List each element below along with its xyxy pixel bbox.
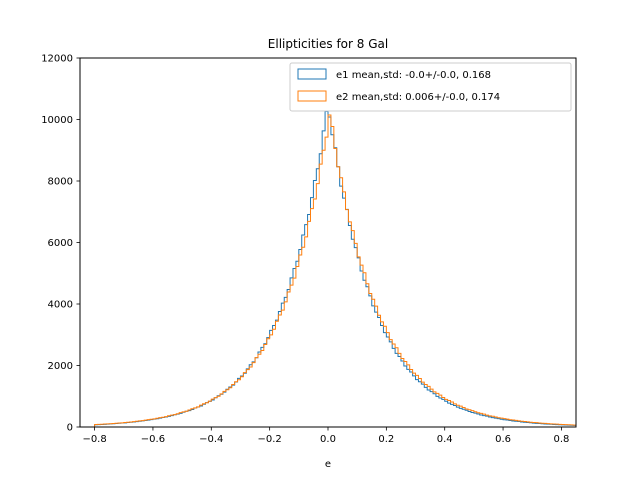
x-axis-ticks: −0.8 −0.6 −0.4 −0.2 0.0 0.2 0.4 0.6 0.8 [82, 427, 569, 445]
series-layer [94, 110, 577, 427]
x-tick-label: −0.2 [257, 434, 281, 445]
x-tick-label: 0.6 [495, 434, 511, 445]
x-tick-label: 0.8 [553, 434, 569, 445]
legend-swatch-e1 [297, 68, 327, 80]
y-axis-ticks: 0 2000 4000 6000 8000 10000 12000 [41, 54, 80, 434]
y-tick-label: 10000 [41, 115, 73, 126]
y-tick-label: 6000 [48, 238, 73, 249]
y-tick-label: 4000 [48, 300, 73, 311]
x-tick-label: −0.8 [82, 434, 106, 445]
series-line-2 [94, 114, 577, 427]
y-tick-label: 2000 [48, 361, 73, 372]
x-axis-label: e [325, 459, 331, 470]
legend-label-e1: e1 mean,std: -0.0+/-0.0, 0.168 [336, 70, 491, 81]
y-tick-label: 0 [67, 423, 73, 434]
legend-box [289, 62, 572, 112]
legend-label-e2: e2 mean,std: 0.006+/-0.0, 0.174 [336, 92, 500, 103]
y-tick-label: 8000 [48, 177, 73, 188]
legend-swatch-e2 [297, 90, 327, 102]
y-tick-label: 12000 [41, 54, 73, 65]
x-tick-label: −0.4 [199, 434, 223, 445]
legend: e1 mean,std: -0.0+/-0.0, 0.168 e2 mean,s… [289, 62, 572, 112]
x-tick-label: 0.0 [320, 434, 336, 445]
x-tick-label: 0.4 [437, 434, 453, 445]
series-line-1 [94, 110, 577, 427]
x-tick-label: −0.6 [141, 434, 165, 445]
x-tick-label: 0.2 [378, 434, 394, 445]
chart-title: Ellipticities for 8 Gal [268, 37, 388, 51]
